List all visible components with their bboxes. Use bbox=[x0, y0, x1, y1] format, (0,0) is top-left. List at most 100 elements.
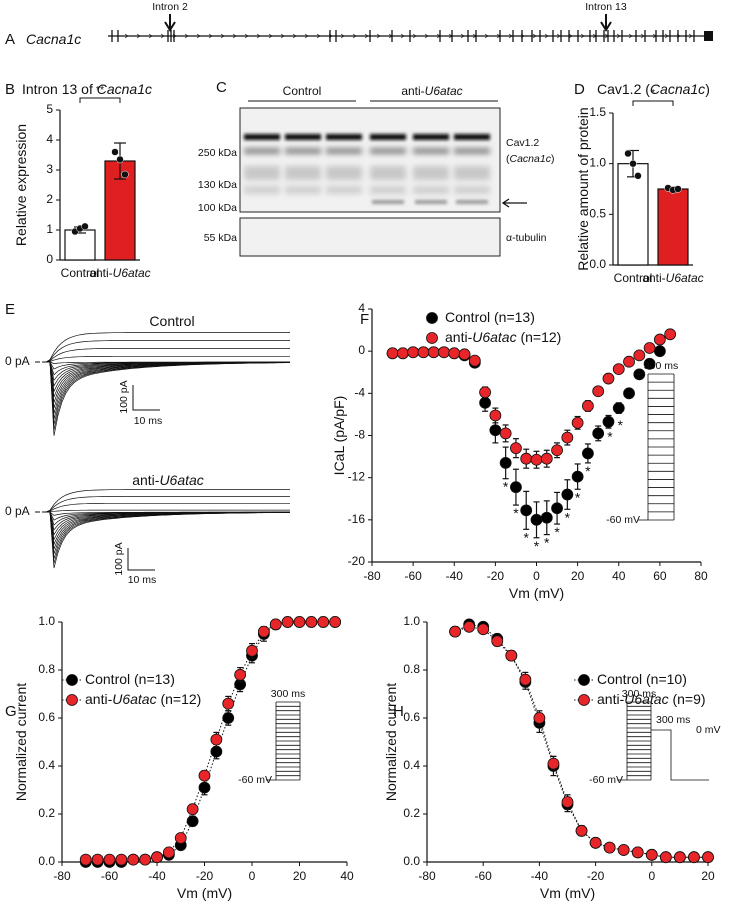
intron-chevron bbox=[508, 33, 513, 39]
data-point bbox=[489, 424, 502, 437]
current-trace bbox=[42, 361, 291, 420]
data-point bbox=[246, 644, 258, 657]
legend-label: Control (n=13) bbox=[445, 309, 535, 325]
data-point bbox=[582, 400, 594, 412]
data-point bbox=[582, 447, 594, 460]
intron-chevron bbox=[208, 33, 213, 39]
data-point bbox=[643, 342, 656, 354]
current-trace bbox=[42, 348, 290, 363]
intron-chevron bbox=[172, 33, 177, 39]
current-trace bbox=[42, 509, 290, 513]
protocol-label: -60 mV bbox=[589, 774, 623, 786]
data-point bbox=[479, 386, 491, 399]
legend-marker bbox=[578, 674, 590, 686]
band bbox=[454, 166, 490, 180]
data-point bbox=[427, 346, 440, 359]
data-point bbox=[281, 616, 294, 628]
intron-chevron bbox=[568, 33, 573, 39]
data-point bbox=[386, 347, 399, 360]
data-point bbox=[448, 347, 461, 360]
data-point bbox=[489, 409, 502, 422]
y-tick-label: 0.0 bbox=[38, 854, 55, 868]
x-tick-label: -20 bbox=[587, 869, 605, 883]
protocol-label: -60 mV bbox=[238, 774, 272, 786]
protocol-label: 0 mV bbox=[696, 724, 721, 736]
data-point bbox=[210, 745, 223, 758]
charts: 0 1 2 3 4 5 B Intron 13 of Cacna1c Relative expr… bbox=[5, 81, 721, 901]
y-tick-label: 0.8 bbox=[403, 662, 420, 676]
intron-chevron bbox=[352, 33, 357, 39]
x-tick-label: 20 bbox=[293, 869, 307, 883]
fit-line bbox=[454, 626, 708, 858]
x-tick-label: 0 bbox=[249, 869, 256, 883]
data-point bbox=[198, 769, 211, 782]
current-trace bbox=[42, 511, 290, 569]
data-point bbox=[121, 170, 129, 179]
current-trace bbox=[42, 361, 291, 431]
panel-label: E bbox=[5, 301, 15, 318]
intron-chevron bbox=[184, 33, 189, 39]
data-point bbox=[222, 712, 235, 724]
blot bbox=[239, 217, 501, 257]
protocol-label: 300 ms bbox=[622, 688, 656, 700]
band bbox=[413, 186, 449, 194]
intron-chevron bbox=[520, 33, 525, 39]
bar bbox=[657, 188, 689, 266]
intron-chevron bbox=[640, 33, 645, 39]
traces bbox=[42, 332, 291, 436]
band bbox=[244, 134, 280, 140]
data-point bbox=[81, 222, 89, 231]
zero-label: 0 pA bbox=[5, 354, 30, 368]
intron-chevron bbox=[364, 33, 369, 39]
intron-chevron bbox=[484, 33, 489, 39]
gene-name: Cacna1c bbox=[26, 31, 81, 47]
data-point bbox=[458, 348, 471, 361]
data-point bbox=[477, 623, 490, 636]
data-point bbox=[417, 346, 430, 359]
data-point bbox=[629, 159, 637, 168]
data-point bbox=[396, 347, 409, 360]
x-axis-label: Vm (mV) bbox=[177, 885, 232, 901]
trace-title: Control bbox=[149, 313, 194, 329]
group-label: Control bbox=[283, 84, 322, 98]
panel-label: D bbox=[574, 81, 585, 98]
traces bbox=[42, 489, 291, 569]
intron-chevron bbox=[616, 33, 621, 39]
target-label: Cav1.2 bbox=[506, 137, 539, 149]
data-point bbox=[674, 185, 682, 193]
x-tick-label: -60 bbox=[101, 869, 119, 883]
y-tick-label: -8 bbox=[354, 428, 365, 442]
scale-label: 100 pA bbox=[113, 542, 125, 575]
y-tick-label: -4 bbox=[354, 386, 365, 400]
data-point bbox=[510, 442, 522, 455]
intron-chevron bbox=[448, 33, 453, 39]
data-point bbox=[305, 616, 318, 628]
intron-chevron bbox=[628, 33, 633, 39]
data-point bbox=[653, 333, 666, 346]
data-point bbox=[115, 853, 128, 866]
data-point bbox=[234, 668, 247, 681]
data-point bbox=[659, 851, 672, 864]
arrow-label: Intron 13 bbox=[585, 1, 627, 13]
data-point bbox=[186, 803, 199, 816]
x-axis-label: Vm (mV) bbox=[509, 585, 564, 601]
x-axis-label: Vm (mV) bbox=[540, 885, 595, 901]
data-point bbox=[151, 851, 163, 864]
band bbox=[454, 148, 490, 154]
y-tick-label: 0.6 bbox=[38, 710, 55, 724]
band bbox=[285, 166, 321, 180]
y-tick-label: 0 bbox=[46, 252, 53, 266]
arrow bbox=[600, 14, 612, 32]
x-tick-label: -80 bbox=[418, 869, 436, 883]
y-tick-label: 0.4 bbox=[38, 758, 55, 772]
band bbox=[326, 148, 362, 154]
x-tick-label: -40 bbox=[531, 869, 549, 883]
data-point bbox=[551, 502, 563, 515]
fit-line bbox=[85, 621, 336, 861]
current-trace bbox=[42, 332, 290, 363]
intron-chevron bbox=[124, 33, 129, 39]
intron-chevron bbox=[316, 33, 321, 39]
legend-marker bbox=[426, 332, 438, 344]
protocol-label: 300 ms bbox=[644, 360, 678, 372]
y-tick-label: 1.5 bbox=[589, 105, 606, 119]
